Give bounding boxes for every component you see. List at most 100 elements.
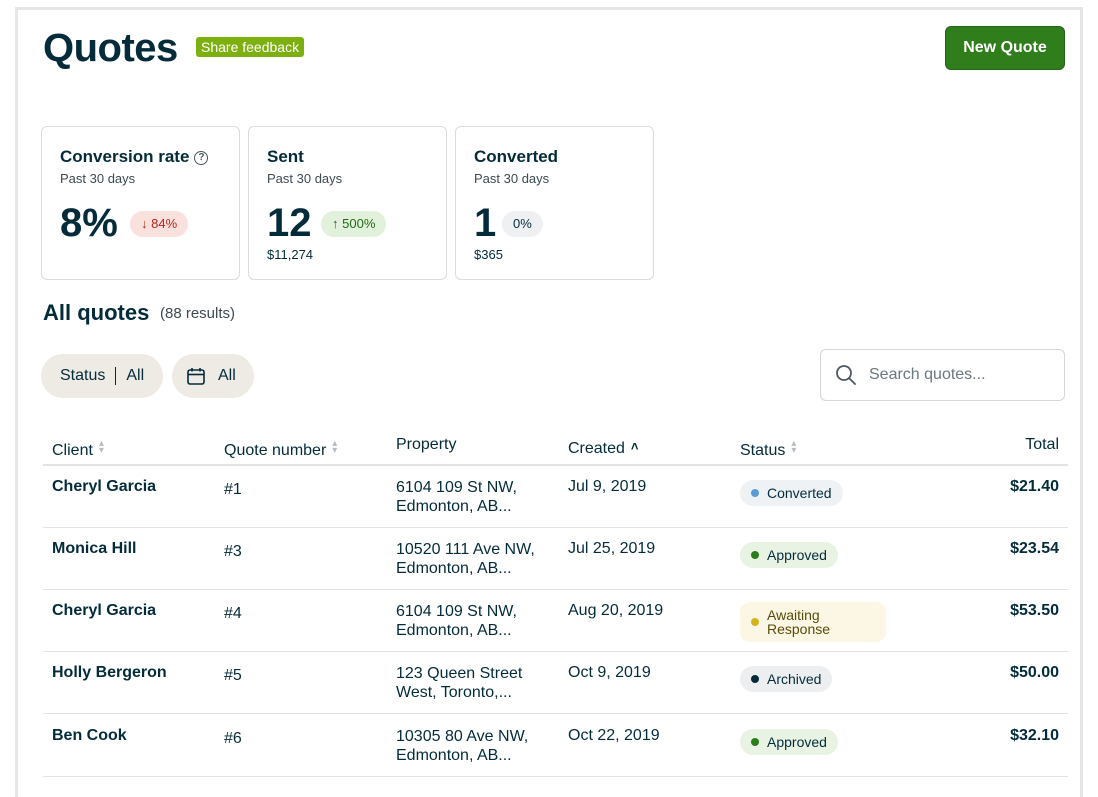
table-row[interactable]: Cheryl Garcia #1 6104 109 St NW, Edmonto… [43, 466, 1068, 528]
property-address: 6104 109 St NW, Edmonton, AB... [396, 478, 556, 516]
all-quotes-heading: All quotes [43, 300, 150, 325]
change-value: 500% [342, 216, 376, 231]
status-dot-icon [751, 675, 759, 683]
converted-card: Converted Past 30 days 1 0% $365 [455, 126, 654, 280]
status-label: Awaiting Response [767, 608, 830, 636]
quote-number: #6 [224, 730, 242, 747]
change-badge: 0% [502, 211, 543, 237]
status-badge: Approved [740, 729, 838, 755]
status-dot-icon [751, 618, 759, 626]
client-name: Cheryl Garcia [52, 478, 157, 495]
column-header-label: Created [568, 440, 625, 457]
status-label-line2: Response [767, 621, 831, 637]
created-date: Oct 22, 2019 [568, 727, 660, 744]
status-badge: Converted [740, 480, 843, 506]
property-address: 6104 109 St NW, Edmonton, AB... [396, 602, 556, 640]
table-row[interactable]: Ben Cook #6 10305 80 Ave NW, Edmonton, A… [43, 715, 1068, 777]
page-frame: Quotes Share feedback New Quote Conversi… [15, 7, 1083, 797]
quote-total: $50.00 [1010, 664, 1059, 681]
client-name: Ben Cook [52, 727, 127, 744]
column-header-created[interactable]: Created ˄ [568, 440, 639, 458]
card-period: Past 30 days [60, 171, 136, 186]
status-label-line1: Awaiting [767, 607, 820, 623]
date-filter-value: All [218, 367, 236, 384]
status-dot-icon [751, 551, 759, 559]
created-date: Aug 20, 2019 [568, 602, 664, 619]
client-name: Cheryl Garcia [52, 602, 157, 619]
card-title-text: Conversion rate [60, 147, 190, 166]
status-label: Converted [767, 485, 832, 501]
table-row[interactable]: Monica Hill #3 10520 111 Ave NW, Edmonto… [43, 528, 1068, 590]
column-header-property: Property [396, 436, 456, 454]
property-line1: 10520 111 Ave NW, [396, 541, 535, 558]
quote-number: #3 [224, 543, 242, 560]
search-box[interactable] [820, 349, 1065, 401]
quote-total: $23.54 [1010, 540, 1059, 557]
sort-icon: ▴ ▾ [791, 438, 797, 456]
page-title: Quotes [43, 26, 178, 70]
status-dot-icon [751, 738, 759, 746]
property-line2: Edmonton, AB... [396, 747, 512, 764]
change-value: 0% [513, 216, 532, 231]
card-period: Past 30 days [474, 171, 550, 186]
quote-number: #1 [224, 481, 242, 498]
change-badge: ↑ 500% [321, 211, 387, 237]
new-quote-button[interactable]: New Quote [945, 26, 1065, 70]
card-title: Conversion rate? [60, 147, 209, 167]
status-filter-value: All [126, 367, 145, 384]
search-input[interactable] [869, 366, 1049, 384]
share-feedback-button[interactable]: Share feedback [196, 37, 305, 57]
status-label: Archived [767, 671, 822, 687]
table-row[interactable]: Cheryl Garcia #4 6104 109 St NW, Edmonto… [43, 590, 1068, 652]
quote-number: #5 [224, 667, 242, 684]
property-line1: 6104 109 St NW, [396, 479, 517, 496]
date-filter[interactable]: All [172, 354, 254, 398]
card-value: 1 [474, 201, 497, 245]
quote-total: $21.40 [1010, 478, 1059, 495]
created-date: Jul 9, 2019 [568, 478, 647, 495]
property-line1: 123 Queen Street [396, 665, 523, 682]
property-address: 123 Queen Street West, Toronto,... [396, 664, 556, 702]
column-header-label: Quote number [224, 442, 327, 459]
calendar-icon [186, 366, 206, 386]
table-row[interactable]: Holly Bergeron #5 123 Queen Street West,… [43, 652, 1068, 714]
column-header-label: Total [1025, 436, 1059, 453]
property-address: 10520 111 Ave NW, Edmonton, AB... [396, 540, 556, 578]
search-icon [835, 364, 857, 386]
help-icon[interactable]: ? [194, 151, 209, 165]
column-header-label: Property [396, 436, 457, 453]
card-value: 8% [60, 201, 118, 245]
created-date: Oct 9, 2019 [568, 664, 651, 681]
change-value: 84% [151, 216, 178, 231]
sort-icon: ▴ ▾ [98, 438, 104, 456]
sent-card: Sent Past 30 days 12 ↑ 500% $11,274 [248, 126, 447, 280]
card-amount: $365 [474, 247, 503, 262]
quote-number: #4 [224, 605, 242, 622]
card-amount: $11,274 [267, 247, 314, 262]
property-line2: West, Toronto,... [396, 684, 512, 701]
quote-total: $53.50 [1010, 602, 1059, 619]
status-badge: Awaiting Response [740, 602, 886, 642]
column-header-status[interactable]: Status ▴ ▾ [740, 438, 797, 460]
column-header-total: Total [1025, 436, 1059, 454]
arrow-up-icon: ↑ [332, 216, 339, 231]
change-badge: ↓ 84% [130, 211, 189, 237]
column-header-quote-number[interactable]: Quote number ▴ ▾ [224, 439, 337, 460]
status-label: Approved [767, 547, 827, 563]
status-filter[interactable]: Status All [41, 354, 164, 398]
card-value: 12 [267, 201, 312, 245]
status-badge: Archived [740, 666, 833, 692]
conversion-rate-card: Conversion rate? Past 30 days 8% ↓ 84% [41, 126, 240, 280]
status-badge: Approved [740, 542, 838, 568]
quote-total: $32.10 [1010, 727, 1059, 744]
table-header: Client ▴ ▾ Quote number ▴ ▾ Property Created… [43, 420, 1068, 466]
results-count: (88 results) [160, 305, 236, 322]
property-line1: 10305 80 Ave NW, [396, 728, 529, 745]
property-line2: Edmonton, AB... [396, 498, 512, 515]
property-line2: Edmonton, AB... [396, 622, 512, 639]
column-header-client[interactable]: Client ▴ ▾ [52, 438, 104, 460]
sort-ascending-icon: ˄ [630, 439, 639, 454]
property-line1: 6104 109 St NW, [396, 603, 517, 620]
card-period: Past 30 days [267, 171, 343, 186]
status-label: Approved [767, 734, 827, 750]
